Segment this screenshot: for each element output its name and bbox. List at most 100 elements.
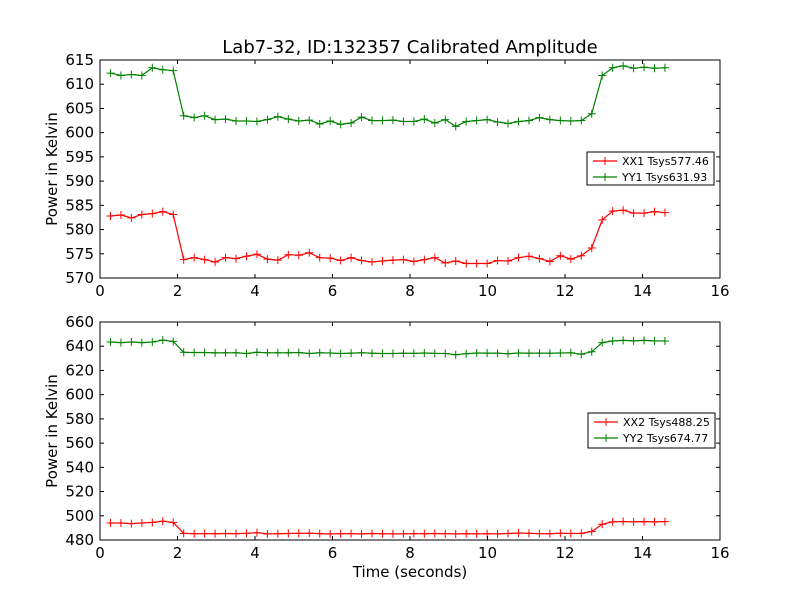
data-point	[116, 71, 125, 80]
legend-label: XX2 Tsys488.25	[623, 416, 710, 429]
y-tick-label: 575	[65, 245, 94, 263]
data-point	[535, 113, 544, 122]
data-point	[472, 116, 481, 125]
series-1	[106, 517, 669, 538]
data-point	[179, 255, 188, 264]
x-tick-label: 2	[173, 544, 183, 562]
data-point	[232, 117, 241, 126]
data-point	[127, 337, 136, 346]
y-tick-label: 620	[65, 361, 94, 379]
data-point	[524, 252, 533, 261]
x-tick-label: 12	[555, 282, 574, 300]
plots-container: 0 2 4 6 8 10 12 14 16570575580585590595600605610…	[43, 51, 730, 581]
data-point	[493, 118, 502, 127]
data-point	[242, 117, 251, 126]
data-point	[252, 117, 261, 126]
y-tick-label: 600	[65, 386, 94, 404]
data-point	[294, 117, 303, 126]
data-point	[430, 529, 439, 538]
data-point	[148, 63, 157, 72]
data-point	[273, 348, 282, 357]
data-point	[629, 517, 638, 526]
chart-title: Lab7-32, ID:132357 Calibrated Amplitude	[222, 37, 597, 58]
legend-label: XX1 Tsys577.46	[622, 155, 709, 168]
legend-marker	[602, 418, 610, 426]
data-point	[106, 519, 115, 528]
data-point	[493, 529, 502, 538]
data-point	[294, 251, 303, 260]
data-point	[598, 215, 607, 224]
data-point	[577, 529, 586, 538]
data-point	[200, 111, 209, 120]
data-point	[462, 117, 471, 126]
data-point	[640, 209, 649, 218]
data-point	[451, 122, 460, 131]
data-point	[357, 256, 366, 265]
legend-box	[587, 412, 716, 449]
data-point	[263, 115, 272, 124]
data-point	[378, 529, 387, 538]
data-point	[545, 115, 554, 124]
data-point	[232, 348, 241, 357]
data-point	[462, 259, 471, 268]
data-point	[660, 517, 669, 526]
data-point	[451, 350, 460, 359]
data-point	[252, 348, 261, 357]
data-point	[619, 61, 628, 70]
data-point	[158, 517, 167, 526]
data-point	[190, 113, 199, 122]
data-point	[347, 349, 356, 358]
data-point	[566, 117, 575, 126]
data-point	[650, 336, 659, 345]
data-point	[399, 255, 408, 264]
data-point	[650, 517, 659, 526]
data-point	[483, 259, 492, 268]
data-point	[388, 116, 397, 125]
data-point	[368, 349, 377, 358]
legend-item: YY2 Tsys674.77	[594, 432, 708, 445]
data-point	[336, 120, 345, 129]
data-point	[587, 527, 596, 536]
data-point	[326, 254, 335, 263]
data-point	[326, 529, 335, 538]
data-point	[368, 116, 377, 125]
data-point	[179, 348, 188, 357]
data-point	[252, 528, 261, 537]
data-point	[158, 65, 167, 74]
legend-label: YY1 Tsys631.93	[621, 171, 707, 184]
data-point	[326, 349, 335, 358]
data-point	[420, 349, 429, 358]
data-point	[556, 251, 565, 260]
data-point	[504, 119, 513, 128]
data-point	[441, 258, 450, 267]
data-point	[273, 529, 282, 538]
y-tick-label: 560	[65, 434, 94, 452]
data-point	[106, 211, 115, 220]
data-point	[577, 350, 586, 359]
data-point	[619, 336, 628, 345]
data-point	[493, 349, 502, 358]
data-point	[472, 349, 481, 358]
legend: XX1 Tsys577.46 YY1 Tsys631.93	[586, 151, 715, 186]
data-point	[179, 529, 188, 538]
x-tick-label: 0	[95, 544, 105, 562]
legend-item: XX2 Tsys488.25	[594, 416, 710, 429]
data-point	[305, 349, 314, 358]
data-point	[598, 520, 607, 529]
data-point	[451, 257, 460, 266]
data-point	[169, 337, 178, 346]
data-point	[357, 529, 366, 538]
data-point	[619, 517, 628, 526]
data-point	[273, 256, 282, 265]
data-point	[137, 519, 146, 528]
series-2	[106, 336, 669, 359]
data-point	[587, 243, 596, 252]
data-point	[608, 517, 617, 526]
subplot-1: 0 2 4 6 8 10 12 14 16 570 575 580 585 590 595 600 605 610…	[43, 51, 730, 300]
x-axis-label: Time (seconds)	[352, 563, 468, 581]
x-tick-label: 14	[633, 544, 652, 562]
data-point	[399, 529, 408, 538]
data-point	[294, 348, 303, 357]
x-tick-label: 10	[478, 282, 497, 300]
data-point	[430, 349, 439, 358]
